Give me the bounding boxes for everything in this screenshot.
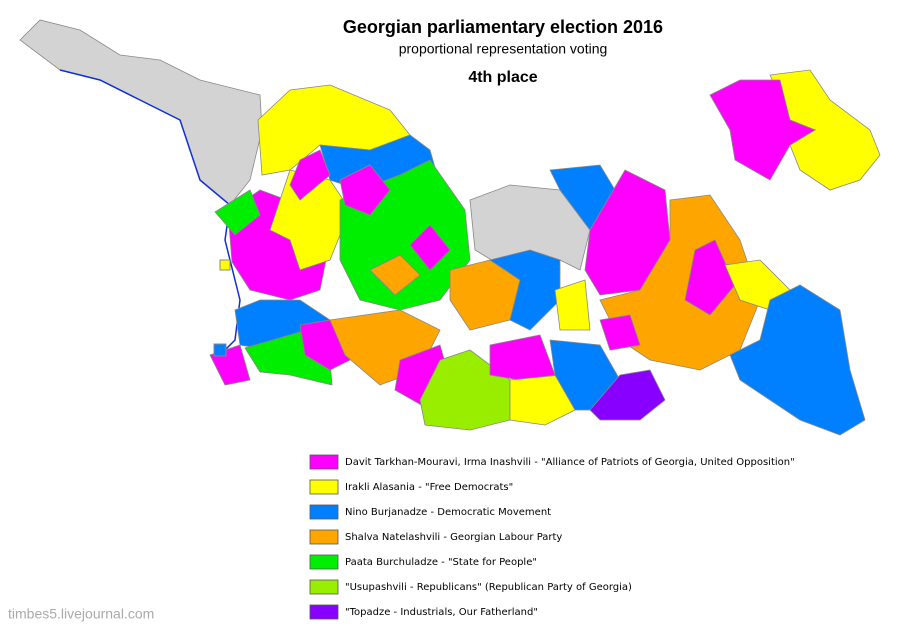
region (269, 169, 351, 271)
region (489, 249, 561, 331)
map (19, 19, 881, 436)
region (219, 259, 231, 271)
watermark: timbes5.livejournal.com (8, 606, 154, 622)
region (469, 184, 591, 271)
legend-label: Irakli Alasania - "Free Democrats" (345, 482, 513, 493)
region (409, 224, 451, 271)
subtitle: proportional representation voting (399, 41, 608, 57)
legend-label: Nino Burjanadze - Democratic Movement (345, 507, 551, 518)
region (369, 254, 421, 296)
region (509, 374, 576, 426)
region (214, 189, 261, 236)
legend-label: "Usupashvili - Republicans" (Republican … (345, 582, 632, 593)
legend: Davit Tarkhan-Mouravi, Irma Inashvili - … (309, 454, 795, 620)
legend-swatch (309, 554, 339, 570)
legend-label: Shalva Natelashvili - Georgian Labour Pa… (345, 532, 562, 543)
place-label: 4th place (468, 69, 537, 86)
region (599, 194, 761, 371)
region (289, 149, 331, 201)
legend-swatch (309, 579, 339, 595)
region (599, 314, 641, 351)
title: Georgian parliamentary election 2016 (343, 17, 663, 37)
region (213, 343, 227, 357)
legend-label: Davit Tarkhan-Mouravi, Irma Inashvili - … (345, 457, 795, 468)
legend-swatch (309, 504, 339, 520)
legend-swatch (309, 454, 339, 470)
legend-label: "Topadze - Industrials, Our Fatherland" (345, 607, 538, 618)
region (589, 369, 666, 421)
region (339, 164, 391, 216)
legend-label: Paata Burchuladze - "State for People" (345, 557, 537, 568)
legend-swatch (309, 479, 339, 495)
region (299, 319, 351, 371)
region (684, 239, 736, 316)
legend-swatch (309, 529, 339, 545)
region (554, 279, 591, 331)
region (729, 284, 866, 436)
inset-region (709, 79, 816, 181)
legend-swatch (309, 604, 339, 620)
